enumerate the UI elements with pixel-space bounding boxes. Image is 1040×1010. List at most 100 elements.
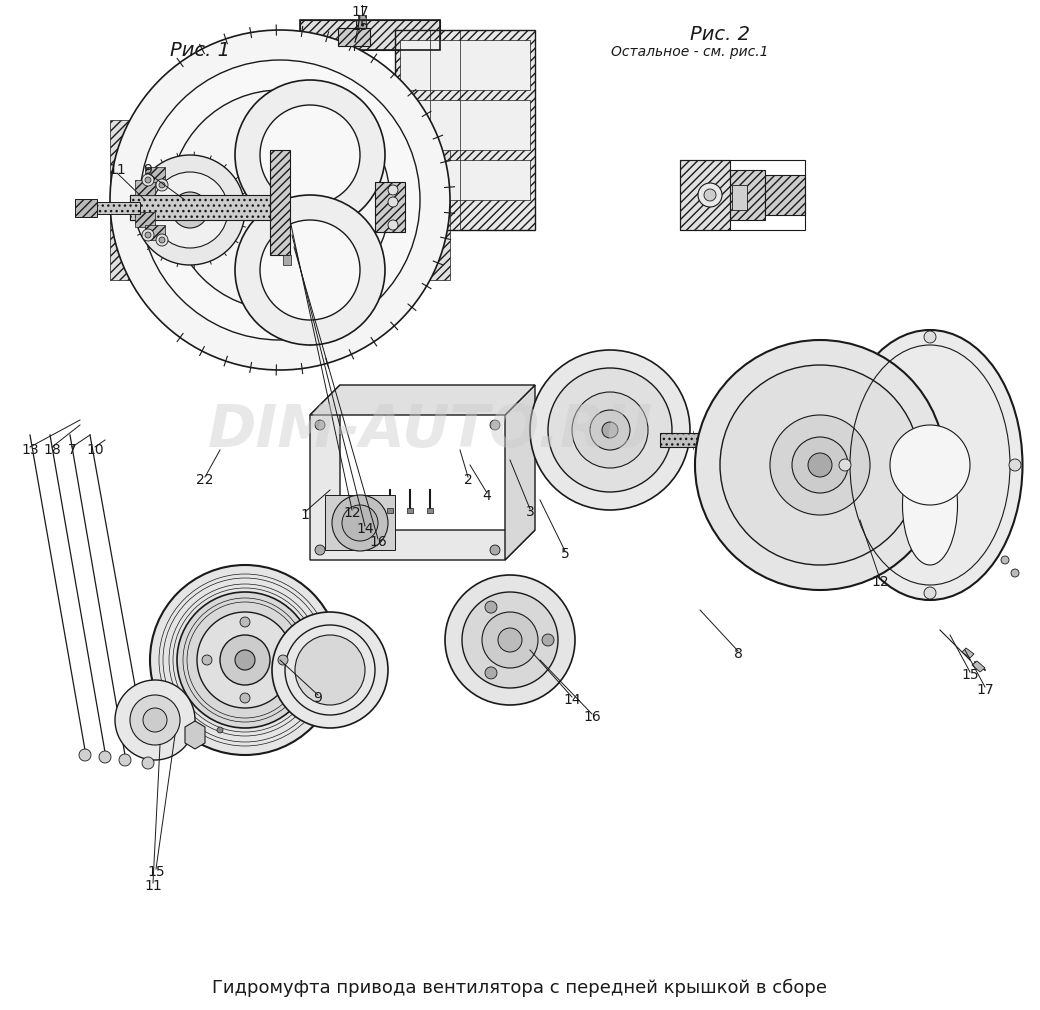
Circle shape: [1000, 556, 1009, 564]
Text: DIM-AUTO.RU: DIM-AUTO.RU: [207, 402, 653, 459]
Circle shape: [140, 60, 420, 340]
Circle shape: [924, 331, 936, 343]
Circle shape: [490, 420, 500, 430]
Circle shape: [156, 179, 168, 191]
Bar: [680, 160, 730, 230]
Polygon shape: [310, 385, 535, 415]
Text: 16: 16: [369, 535, 387, 549]
Text: 5: 5: [561, 547, 569, 561]
Bar: [110, 120, 450, 280]
Circle shape: [172, 192, 208, 228]
Text: 11: 11: [108, 163, 126, 177]
Polygon shape: [185, 721, 205, 749]
Circle shape: [278, 655, 288, 665]
Bar: [765, 175, 805, 215]
Circle shape: [156, 234, 168, 246]
Polygon shape: [310, 385, 535, 560]
Text: 8: 8: [733, 647, 743, 661]
Text: 15: 15: [148, 865, 164, 879]
Circle shape: [217, 727, 223, 733]
Circle shape: [119, 754, 131, 766]
Circle shape: [145, 232, 151, 238]
Circle shape: [145, 177, 151, 183]
Bar: [358, 15, 366, 35]
Circle shape: [115, 680, 196, 760]
Bar: [730, 170, 765, 220]
Text: 9: 9: [314, 691, 322, 705]
Circle shape: [485, 601, 497, 613]
Circle shape: [202, 655, 212, 665]
Circle shape: [485, 667, 497, 679]
Circle shape: [342, 505, 378, 541]
Circle shape: [1009, 459, 1021, 471]
Text: 9: 9: [144, 163, 153, 177]
Circle shape: [272, 612, 388, 728]
Circle shape: [315, 545, 324, 556]
Circle shape: [542, 634, 554, 646]
Circle shape: [530, 350, 690, 510]
Bar: [680, 160, 805, 230]
Bar: [95, 202, 140, 214]
Circle shape: [240, 617, 250, 627]
Bar: [400, 100, 530, 150]
Text: 1: 1: [301, 508, 310, 522]
Circle shape: [590, 410, 630, 450]
Bar: [300, 20, 440, 50]
Text: Гидромуфта привода вентилятора с передней крышкой в сборе: Гидромуфта привода вентилятора с передне…: [212, 979, 828, 997]
Circle shape: [698, 183, 722, 207]
Bar: [145, 167, 165, 182]
Circle shape: [150, 565, 340, 755]
Bar: [427, 508, 433, 513]
Text: 17: 17: [352, 5, 369, 19]
Circle shape: [388, 185, 398, 195]
Circle shape: [144, 708, 167, 732]
Bar: [400, 160, 530, 200]
Circle shape: [159, 237, 165, 243]
Circle shape: [548, 368, 672, 492]
Circle shape: [235, 195, 385, 345]
Circle shape: [240, 693, 250, 703]
Circle shape: [490, 545, 500, 556]
Circle shape: [695, 340, 945, 590]
Text: 2: 2: [464, 473, 472, 487]
Text: 12: 12: [872, 575, 889, 589]
Bar: [130, 195, 270, 220]
Text: 15: 15: [352, 19, 369, 33]
Polygon shape: [505, 385, 535, 560]
Text: Остальное - см. рис.1: Остальное - см. рис.1: [612, 45, 769, 59]
Circle shape: [462, 592, 558, 688]
Circle shape: [839, 459, 851, 471]
Text: 22: 22: [197, 473, 214, 487]
Circle shape: [260, 105, 360, 205]
Circle shape: [99, 751, 111, 763]
Circle shape: [79, 749, 92, 761]
Text: 7: 7: [68, 443, 76, 457]
Text: 4: 4: [483, 489, 491, 503]
Circle shape: [704, 189, 716, 201]
Bar: [338, 28, 370, 46]
Bar: [300, 20, 440, 50]
Text: 12: 12: [343, 506, 361, 520]
Text: 3: 3: [525, 505, 535, 519]
Text: 16: 16: [583, 710, 601, 724]
Bar: [395, 30, 535, 230]
Text: 14: 14: [356, 522, 373, 536]
Bar: [130, 195, 270, 220]
Bar: [324, 495, 395, 550]
Circle shape: [388, 197, 398, 207]
Bar: [400, 40, 530, 90]
Circle shape: [130, 695, 180, 745]
Bar: [135, 180, 155, 195]
Circle shape: [924, 587, 936, 599]
Circle shape: [142, 229, 154, 241]
Circle shape: [792, 437, 848, 493]
Circle shape: [197, 612, 293, 708]
Bar: [145, 225, 165, 240]
Circle shape: [482, 612, 538, 668]
Circle shape: [135, 155, 245, 265]
Circle shape: [177, 592, 313, 728]
Bar: [660, 433, 780, 447]
Text: 15: 15: [961, 668, 979, 682]
Circle shape: [152, 172, 228, 248]
Text: 18: 18: [43, 443, 61, 457]
